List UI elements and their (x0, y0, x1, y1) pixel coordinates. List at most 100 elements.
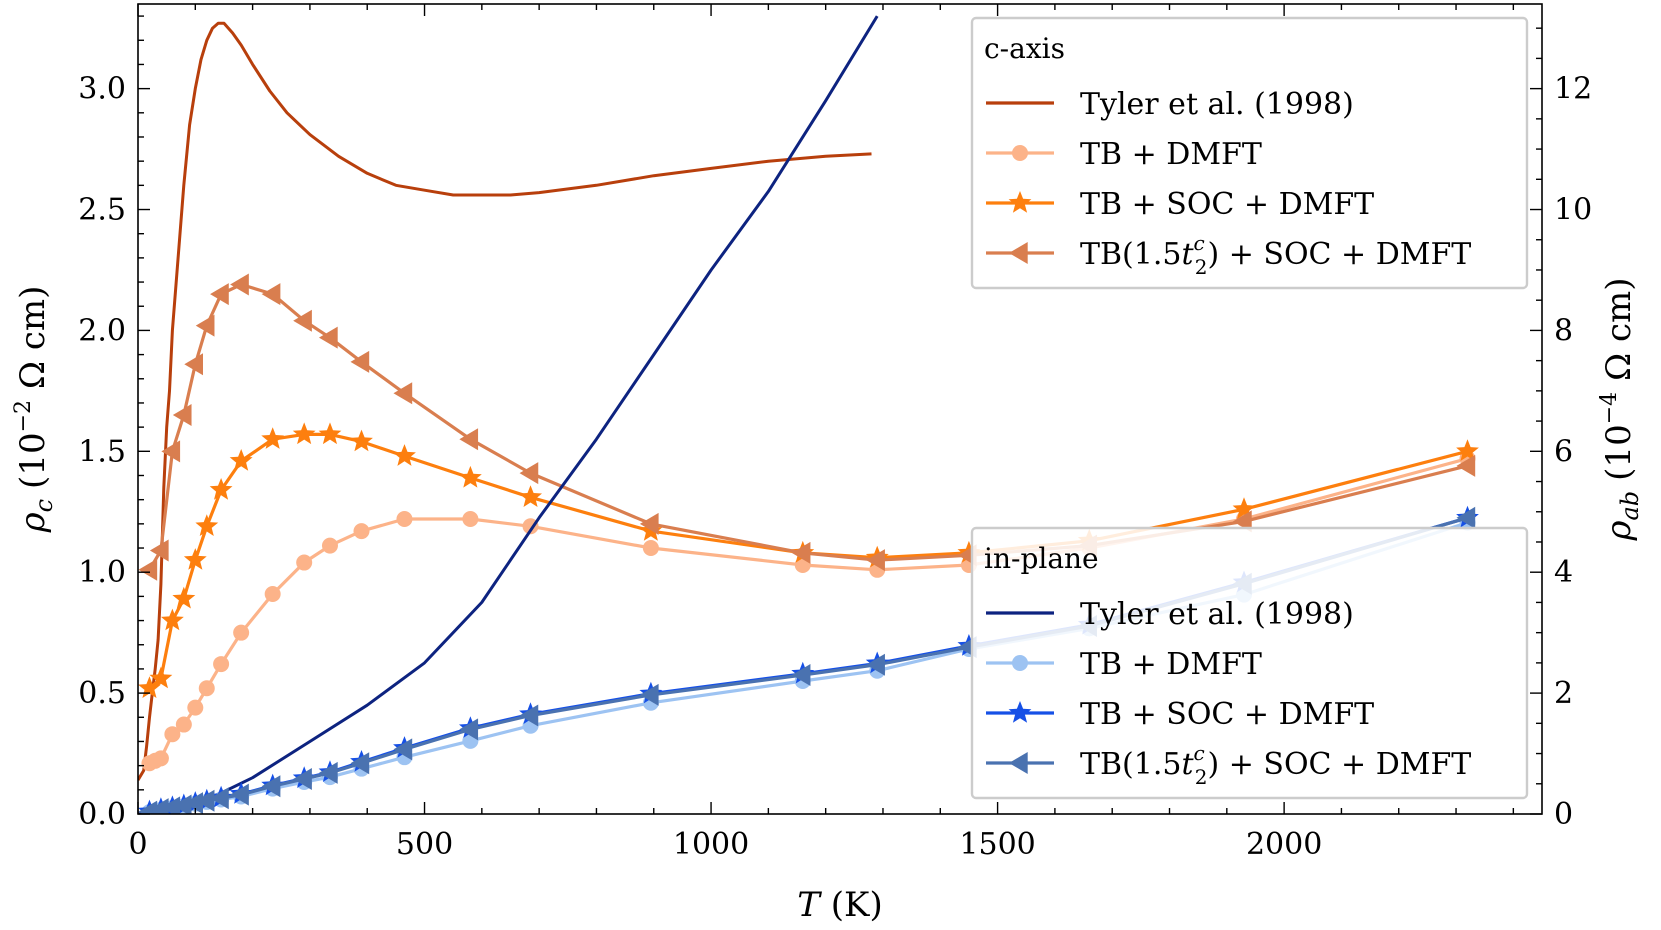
legend-title: in-plane (984, 542, 1099, 575)
series-in-plane-4 (138, 15, 879, 814)
data-point (459, 428, 479, 451)
data-point (293, 767, 312, 790)
legend-entry: TB + SOC + DMFT (986, 697, 1374, 732)
data-point (318, 326, 338, 349)
data-point (393, 382, 413, 405)
data-point (292, 422, 316, 445)
data-point (187, 699, 204, 716)
data-point (642, 540, 659, 557)
data-point (152, 750, 169, 767)
data-point (195, 314, 215, 337)
series-line (148, 432, 1468, 690)
legend-swatch-marker (1008, 701, 1032, 723)
data-point (175, 716, 192, 733)
legend-c-axis: c-axis Tyler et al. (1998) TB + DMFT TB + S… (970, 16, 1529, 290)
data-point (639, 512, 659, 535)
data-point (195, 514, 219, 536)
legend-entry: TB(1.5tc 2) + SOC + DMFT (986, 231, 1471, 279)
legend-box (970, 16, 1529, 290)
data-point (296, 554, 313, 571)
y-right-tick-label: 8 (1554, 313, 1573, 348)
legend-label: Tyler et al. (1998) (1080, 87, 1354, 122)
legend-swatch-marker (1012, 145, 1028, 161)
y-left-tick-label: 3.0 (78, 72, 126, 107)
data-point (229, 449, 253, 471)
data-point (209, 478, 233, 500)
data-point (393, 444, 416, 466)
legend-entry: Tyler et al. (1998) (986, 597, 1354, 632)
legend-entry: TB + DMFT (986, 647, 1262, 682)
data-point (198, 680, 215, 697)
data-point (161, 796, 181, 814)
data-point (393, 738, 413, 761)
legend-label: TB + DMFT (1080, 137, 1262, 172)
legend-label: TB + SOC + DMFT (1080, 187, 1374, 222)
legend-label: TB + DMFT (1080, 647, 1262, 682)
data-point (293, 309, 312, 332)
y-right-tick-label: 12 (1554, 72, 1592, 107)
data-point (149, 798, 169, 814)
series-line (138, 21, 872, 781)
data-point (213, 656, 230, 673)
data-point (318, 761, 338, 784)
data-point (149, 666, 173, 689)
data-point (161, 608, 184, 631)
data-point (161, 440, 181, 463)
legend-swatch-marker (1008, 191, 1032, 213)
data-point (233, 624, 250, 641)
data-point (1456, 454, 1476, 477)
axes-layer: 0 500 1000 1500 2000 0.0 0.5 1.0 1.5 2.0 2.5 3.0 0 2 4… (78, 3, 1592, 862)
x-tick-label: 1500 (959, 827, 1035, 862)
data-point (1232, 497, 1256, 520)
y-right-tick-label: 0 (1554, 797, 1573, 832)
data-point (230, 783, 249, 806)
data-point (350, 752, 370, 775)
data-point (264, 585, 281, 602)
legend-entry: Tyler et al. (1998) (986, 87, 1354, 122)
data-point (184, 792, 204, 814)
legend-label: Tyler et al. (1998) (1080, 597, 1354, 632)
legend-label: TB(1.5tc 2) + SOC + DMFT (1080, 741, 1471, 789)
data-point (350, 350, 370, 373)
y-left-tick-label: 2.0 (78, 313, 126, 348)
data-point (261, 775, 281, 798)
legend-entry: TB + SOC + DMFT (986, 187, 1374, 222)
data-point (866, 549, 885, 572)
legend-in-plane: in-plane Tyler et al. (1998) TB + DMFT TB +… (970, 526, 1529, 800)
data-point (459, 465, 482, 488)
data-point (866, 653, 885, 676)
legend-entry: TB(1.5tc 2) + SOC + DMFT (986, 741, 1471, 789)
plot-frame (137, 3, 1543, 815)
x-tick-label: 0 (128, 827, 147, 862)
y-left-axis-title: ρc(10−2 Ω cm) (11, 286, 58, 534)
data-point (184, 353, 204, 376)
y-right-tick-label: 6 (1554, 434, 1573, 469)
y-right-tick-label: 4 (1554, 555, 1573, 590)
data-point (519, 462, 539, 485)
y-left-tick-label: 1.5 (78, 434, 126, 469)
legend-swatch-marker (1012, 655, 1028, 671)
data-point (350, 429, 373, 452)
data-point (519, 485, 542, 507)
data-point (459, 718, 479, 741)
y-right-tick-label: 10 (1554, 193, 1592, 228)
data-point (791, 541, 811, 564)
data-point (172, 794, 192, 814)
legend-title: c-axis (984, 32, 1065, 65)
y-left-tick-label: 0.5 (78, 676, 126, 711)
y-left-tick-label: 0.0 (78, 797, 126, 832)
legend-layer: c-axis Tyler et al. (1998) TB + DMFT TB + S… (970, 16, 1529, 800)
legend-swatch-marker (1009, 752, 1028, 774)
data-point (230, 273, 249, 296)
data-point (1456, 506, 1476, 529)
legend-entry: TB + DMFT (986, 137, 1262, 172)
data-point (138, 676, 161, 698)
legend-label: TB + SOC + DMFT (1080, 697, 1374, 732)
data-point (172, 404, 192, 427)
data-point (261, 283, 281, 306)
y-right-axis-title: ρab(10−4 Ω cm) (1597, 278, 1644, 542)
series-c-axis-0 (138, 21, 872, 781)
y-left-tick-label: 1.0 (78, 555, 126, 590)
legend-label: TB(1.5tc 2) + SOC + DMFT (1080, 231, 1471, 279)
